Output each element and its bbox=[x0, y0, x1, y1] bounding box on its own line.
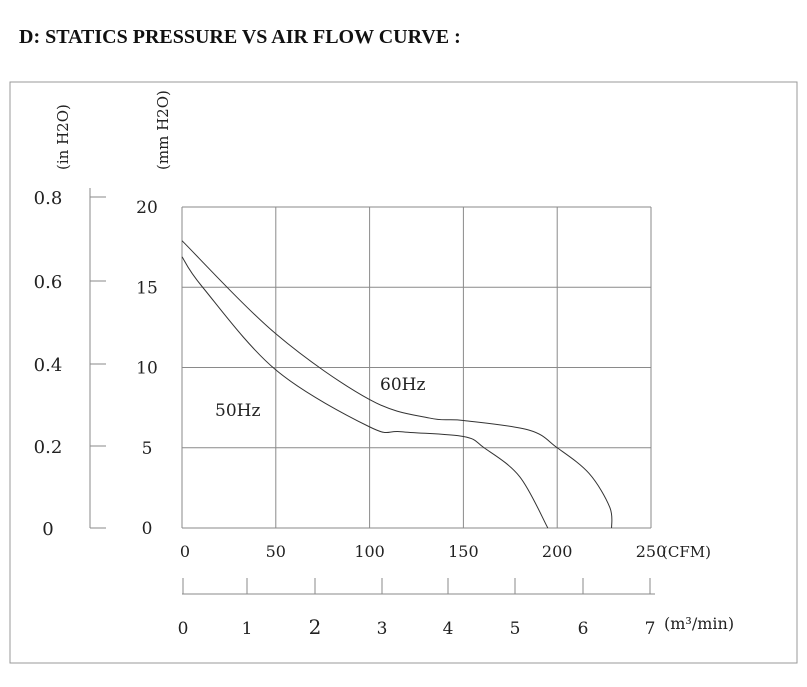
y-axis-label: (mm H2O) bbox=[154, 90, 172, 170]
x2-tick-label: 0 bbox=[178, 619, 189, 639]
curve-50hz bbox=[181, 256, 549, 529]
y-tick-label: 15 bbox=[136, 278, 158, 298]
y-tick-label: 0 bbox=[142, 519, 153, 539]
y2-tick-label: 0.4 bbox=[34, 355, 63, 376]
chart-title: D: STATICS PRESSURE VS AIR FLOW CURVE : bbox=[19, 26, 461, 48]
x-tick-label: 50 bbox=[266, 542, 286, 561]
x2-tick-label: 6 bbox=[578, 619, 589, 639]
outer-frame bbox=[9, 81, 798, 664]
y-tick-label: 20 bbox=[136, 198, 158, 218]
curve-60hz bbox=[181, 240, 613, 529]
x2-tick-label: 1 bbox=[242, 619, 253, 639]
x2-tick-label: 2 bbox=[309, 615, 322, 639]
x-tick-label: 150 bbox=[448, 542, 479, 561]
x-tick-label: 0 bbox=[180, 542, 190, 561]
y2-tick-label: 0.6 bbox=[34, 272, 63, 293]
x-tick-label: 100 bbox=[354, 542, 385, 561]
y2-tick-label: 0.8 bbox=[34, 188, 63, 209]
x-tick-label: 250 bbox=[636, 542, 667, 561]
y2-tick-label: 0.2 bbox=[34, 437, 63, 458]
series-label-60hz: 60Hz bbox=[380, 375, 425, 395]
x2-tick-label: 4 bbox=[443, 619, 454, 639]
x-axis-label: (CFM) bbox=[662, 543, 711, 561]
y2-tick-label: 0 bbox=[42, 519, 53, 540]
y-tick-label: 5 bbox=[142, 439, 153, 459]
series-label-50hz: 50Hz bbox=[215, 401, 260, 421]
y-tick-label: 10 bbox=[136, 359, 158, 379]
x2-tick-label: 7 bbox=[645, 619, 656, 639]
x2-tick-label: 5 bbox=[510, 619, 521, 639]
x2-axis-label: (m³/min) bbox=[664, 614, 734, 633]
x-tick-label: 200 bbox=[542, 542, 573, 561]
y2-axis-label: (in H2O) bbox=[54, 104, 72, 170]
x2-tick-label: 3 bbox=[377, 619, 388, 639]
